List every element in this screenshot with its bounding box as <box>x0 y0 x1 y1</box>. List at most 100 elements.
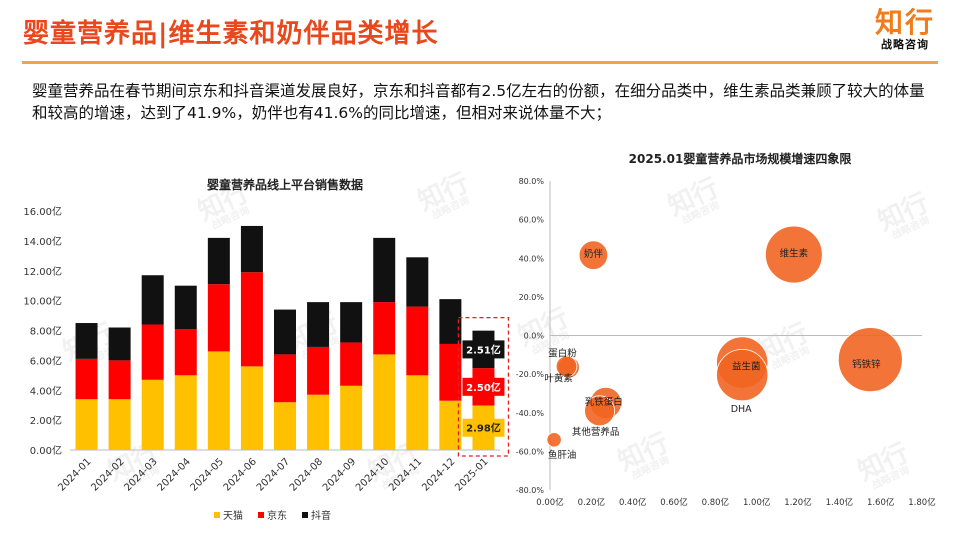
bar-京东-2024-08 <box>307 346 330 395</box>
bubble-label-奶伴: 奶伴 <box>584 248 604 260</box>
bubble-x-tick: 0.20亿 <box>578 497 605 508</box>
highlight-label-box-抖音 <box>462 340 505 359</box>
bubble-鱼肝油 <box>546 432 562 448</box>
bar-抖音-2024-09 <box>340 302 363 343</box>
bubble-label-钙铁锌: 钙铁锌 <box>852 359 881 371</box>
bubble-x-tick: 0.40亿 <box>619 497 646 508</box>
bar-y-tick: 6.00亿 <box>30 354 62 367</box>
bar-京东-2024-10 <box>373 302 396 355</box>
bar-天猫-2024-06 <box>240 366 263 450</box>
bar-y-tick: 0.00亿 <box>30 444 62 457</box>
bubble-x-tick: 1.80亿 <box>908 497 935 508</box>
bar-京东-2024-12 <box>439 343 462 401</box>
bubble-蛋白粉 <box>555 355 578 378</box>
bubble-DHA <box>716 349 769 402</box>
bar-京东-2024-11 <box>406 306 429 376</box>
bubble-y-tick: 40.0% <box>519 254 545 263</box>
highlight-label-抖音: 2.51亿 <box>466 343 501 356</box>
bar-天猫-2024-12 <box>439 400 462 450</box>
bar-天猫-2024-10 <box>373 354 396 450</box>
bar-y-tick: 4.00亿 <box>30 384 62 397</box>
bubble-x-tick: 1.40亿 <box>826 497 853 508</box>
bar-抖音-2024-06 <box>240 225 263 273</box>
legend-label-天猫: 天猫 <box>223 509 243 522</box>
bubble-label-叶黄素: 叶黄素 <box>544 372 573 384</box>
bar-抖音-2024-08 <box>307 302 330 347</box>
bubble-x-tick: 1.00亿 <box>743 497 770 508</box>
bubble-label-益生菌: 益生菌 <box>732 361 761 373</box>
bar-y-tick: 10.00亿 <box>23 295 62 308</box>
bar-抖音-2024-02 <box>108 327 131 361</box>
highlight-box <box>457 316 510 457</box>
bar-抖音-2024-05 <box>207 237 230 285</box>
bar-y-tick: 8.00亿 <box>30 325 62 338</box>
bubble-chart-title: 2025.01婴童营养品市场规模增速四象限 <box>629 151 852 166</box>
bubble-y-tick: -60.0% <box>516 447 545 456</box>
legend-label-京东: 京东 <box>267 509 287 522</box>
brand-logo: 知行 战略咨询 <box>870 8 940 52</box>
title-rule <box>22 61 938 64</box>
bar-抖音-2024-10 <box>373 237 396 303</box>
bar-京东-2024-06 <box>240 272 263 367</box>
bar-抖音-2024-01 <box>75 323 98 359</box>
bar-京东-2024-02 <box>108 360 131 400</box>
bar-天猫-2024-08 <box>307 394 330 450</box>
bubble-y-tick: 0.0% <box>524 332 545 341</box>
bar-抖音-2024-07 <box>274 309 296 355</box>
bubble-x-tick: 0.60亿 <box>660 497 687 508</box>
legend-swatch-抖音 <box>302 512 308 518</box>
bubble-label-蛋白粉: 蛋白粉 <box>548 347 577 359</box>
bar-抖音-2024-11 <box>406 257 429 307</box>
bar-chart-title: 婴童营养品线上平台销售数据 <box>207 177 363 192</box>
bar-天猫-2024-03 <box>141 379 164 450</box>
bar-天猫-2024-07 <box>274 402 296 450</box>
logo-sub-text: 战略咨询 <box>881 38 929 51</box>
bubble-label-DHA: DHA <box>731 404 752 415</box>
bubble-维生素 <box>765 225 823 284</box>
bar-京东-2024-09 <box>340 342 363 386</box>
bubble-其他营养品 <box>584 395 616 427</box>
legend-swatch-天猫 <box>214 512 220 518</box>
bubble-x-tick: 0.80亿 <box>702 497 729 508</box>
bar-京东-2024-01 <box>75 358 98 400</box>
bubble-x-tick: 0.00亿 <box>536 497 563 508</box>
bubble-label-其他营养品: 其他营养品 <box>572 426 620 438</box>
bar-天猫-2024-09 <box>340 385 363 450</box>
bar-抖音-2024-03 <box>141 275 164 325</box>
bubble-label-维生素: 维生素 <box>780 248 809 260</box>
bubble-y-tick: 80.0% <box>519 177 545 186</box>
bubble-y-tick: -40.0% <box>516 409 545 418</box>
bar-天猫-2024-04 <box>174 375 197 450</box>
bar-抖音-2024-12 <box>439 299 462 344</box>
highlight-label-box-天猫 <box>462 418 505 437</box>
bar-京东-2024-05 <box>207 284 230 352</box>
bar-y-tick: 12.00亿 <box>23 265 62 278</box>
bar-京东-2024-07 <box>274 354 296 403</box>
intro-paragraph: 婴童营养品在春节期间京东和抖音渠道发展良好，京东和抖音都有2.5亿左右的份额，在… <box>32 82 925 122</box>
page-title: 婴童营养品|维生素和奶伴品类增长 <box>23 19 439 49</box>
logo-main-text: 知行 <box>874 6 935 39</box>
bar-京东-2024-03 <box>141 324 164 380</box>
bubble-x-tick: 1.60亿 <box>867 497 894 508</box>
highlight-label-天猫: 2.98亿 <box>466 422 501 435</box>
bar-抖音-2024-04 <box>174 285 197 330</box>
bubble-钙铁锌 <box>837 327 903 393</box>
bubble-x-tick: 1.20亿 <box>784 497 811 508</box>
highlight-label-box-京东 <box>462 377 505 396</box>
bar-y-tick: 2.00亿 <box>30 414 62 427</box>
bubble-y-tick: 20.0% <box>519 293 545 302</box>
legend-swatch-京东 <box>258 512 264 518</box>
bar-y-tick: 14.00亿 <box>23 235 62 248</box>
bar-天猫-2024-02 <box>108 399 131 450</box>
legend-label-抖音: 抖音 <box>311 509 331 522</box>
bar-天猫-2024-05 <box>207 351 230 450</box>
bubble-y-tick: 60.0% <box>519 216 545 225</box>
bubble-奶伴 <box>578 240 609 270</box>
bubble-y-tick: -20.0% <box>516 370 545 379</box>
bar-天猫-2024-11 <box>406 375 429 450</box>
bar-y-tick: 16.00亿 <box>23 205 62 218</box>
bubble-y-tick: -80.0% <box>516 486 545 495</box>
bar-天猫-2024-01 <box>75 399 98 450</box>
